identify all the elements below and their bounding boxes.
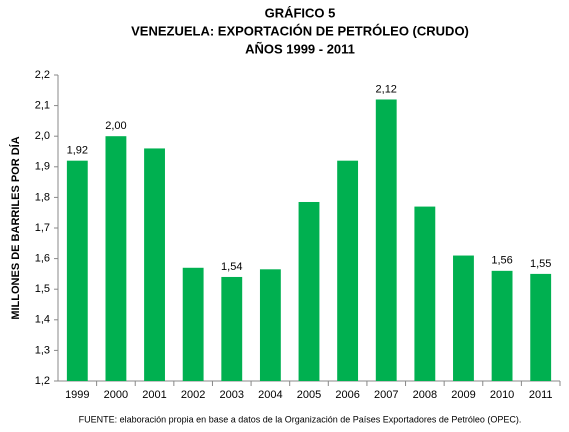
bar: [453, 255, 474, 381]
bar: [66, 160, 88, 381]
y-tick-label: 1,6: [35, 253, 50, 265]
x-tick-label: 2002: [181, 389, 205, 401]
x-tick-label: 2009: [451, 389, 475, 401]
x-tick-label: 2001: [142, 389, 166, 401]
bar: [414, 206, 436, 381]
bar: [105, 136, 127, 381]
bar: [144, 148, 165, 381]
y-tick-label: 2,1: [35, 100, 50, 112]
data-label: 1,92: [67, 145, 88, 157]
y-tick-label: 2,2: [35, 69, 50, 81]
x-tick-label: 1999: [65, 389, 89, 401]
x-tick-label: 2010: [490, 389, 514, 401]
x-tick-label: 2007: [374, 389, 398, 401]
y-tick-label: 1,8: [35, 191, 50, 203]
data-label: 1,55: [530, 258, 551, 270]
y-tick-label: 1,5: [35, 283, 50, 295]
chart-title: AÑOS 1999 - 2011: [245, 41, 355, 56]
x-tick-label: 2000: [104, 389, 128, 401]
source-note: FUENTE: elaboración propia en base a dat…: [79, 414, 522, 424]
bar: [375, 99, 397, 381]
x-tick-label: 2006: [335, 389, 359, 401]
y-tick-label: 1,2: [35, 375, 50, 387]
bar: [337, 160, 359, 381]
y-tick-label: 2,0: [35, 130, 50, 142]
data-label: 2,00: [105, 120, 126, 132]
bar: [491, 270, 513, 381]
data-label: 2,12: [376, 83, 397, 95]
bar: [221, 276, 243, 381]
bar: [182, 267, 204, 381]
y-tick-label: 1,3: [35, 344, 50, 356]
bar: [530, 273, 552, 381]
y-tick-label: 1,9: [35, 161, 50, 173]
x-tick-label: 2011: [529, 389, 553, 401]
bar: [298, 201, 320, 381]
bar: [259, 269, 281, 381]
y-tick-label: 1,4: [35, 314, 50, 326]
data-label: 1,54: [221, 261, 242, 273]
x-tick-label: 2008: [413, 389, 437, 401]
x-tick-label: 2003: [220, 389, 244, 401]
x-tick-label: 2005: [297, 389, 321, 401]
data-label: 1,56: [491, 255, 512, 267]
y-axis-label: MILLONES DE BARRILES POR DÍA: [9, 136, 22, 319]
chart-title: GRÁFICO 5: [265, 5, 336, 20]
chart-title: VENEZUELA: EXPORTACIÓN DE PETRÓLEO (CRUD…: [131, 23, 469, 38]
x-tick-label: 2004: [258, 389, 282, 401]
y-tick-label: 1,7: [35, 222, 50, 234]
